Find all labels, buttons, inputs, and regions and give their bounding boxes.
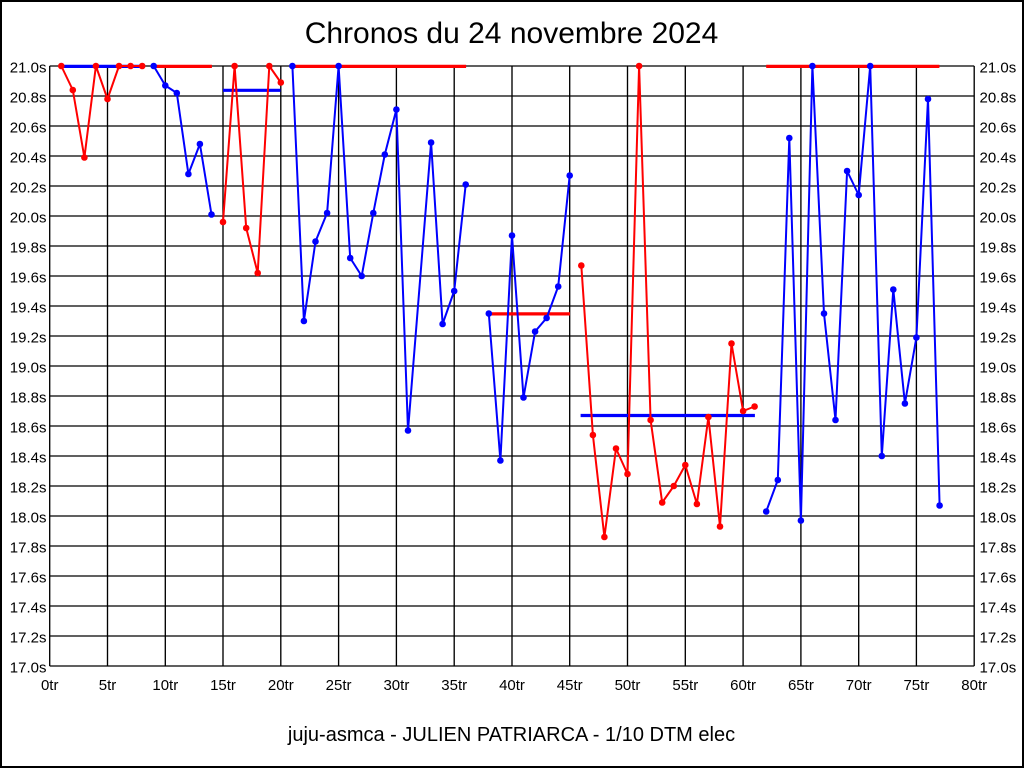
svg-text:18.6s: 18.6s [10,419,47,436]
svg-text:5tr: 5tr [99,677,117,694]
svg-text:19.0s: 19.0s [980,359,1017,376]
svg-text:20.8s: 20.8s [10,89,47,106]
svg-text:17.2s: 17.2s [980,629,1017,646]
svg-text:18.8s: 18.8s [10,389,47,406]
svg-text:18.8s: 18.8s [980,389,1017,406]
svg-text:19.6s: 19.6s [980,269,1017,286]
svg-text:18.0s: 18.0s [980,509,1017,526]
svg-text:17.8s: 17.8s [10,539,47,556]
svg-text:19.4s: 19.4s [10,299,47,316]
svg-text:19.8s: 19.8s [980,239,1017,256]
svg-text:60tr: 60tr [730,677,756,694]
svg-text:65tr: 65tr [788,677,814,694]
svg-text:25tr: 25tr [326,677,352,694]
svg-text:17.4s: 17.4s [980,599,1017,616]
svg-text:20.6s: 20.6s [980,119,1017,136]
svg-text:19.2s: 19.2s [980,329,1017,346]
svg-text:17.0s: 17.0s [10,659,47,676]
svg-text:20tr: 20tr [268,677,294,694]
svg-text:juju-asmca - JULIEN PATRIARCA: juju-asmca - JULIEN PATRIARCA - 1/10 DTM… [287,724,735,746]
svg-text:18.4s: 18.4s [980,449,1017,466]
svg-text:17.6s: 17.6s [10,569,47,586]
svg-text:55tr: 55tr [672,677,698,694]
svg-text:45tr: 45tr [557,677,583,694]
svg-text:20.0s: 20.0s [10,209,47,226]
svg-text:17.6s: 17.6s [980,569,1017,586]
svg-text:17.8s: 17.8s [980,539,1017,556]
svg-text:17.2s: 17.2s [10,629,47,646]
svg-text:20.0s: 20.0s [980,209,1017,226]
svg-text:70tr: 70tr [846,677,872,694]
svg-text:15tr: 15tr [210,677,236,694]
svg-text:19.2s: 19.2s [10,329,47,346]
svg-text:20.8s: 20.8s [980,89,1017,106]
svg-text:30tr: 30tr [383,677,409,694]
svg-text:20.6s: 20.6s [10,119,47,136]
svg-text:18.4s: 18.4s [10,449,47,466]
svg-text:19.0s: 19.0s [10,359,47,376]
svg-text:17.0s: 17.0s [980,659,1017,676]
svg-text:20.2s: 20.2s [980,179,1017,196]
svg-text:18.2s: 18.2s [10,479,47,496]
svg-text:50tr: 50tr [615,677,641,694]
svg-text:0tr: 0tr [41,677,59,694]
svg-text:80tr: 80tr [961,677,987,694]
svg-text:18.2s: 18.2s [980,479,1017,496]
svg-text:35tr: 35tr [441,677,467,694]
svg-text:10tr: 10tr [152,677,178,694]
svg-text:19.6s: 19.6s [10,269,47,286]
svg-text:20.4s: 20.4s [10,149,47,166]
svg-text:19.4s: 19.4s [980,299,1017,316]
svg-text:18.6s: 18.6s [980,419,1017,436]
svg-text:Chronos du 24 novembre 2024: Chronos du 24 novembre 2024 [305,17,719,50]
svg-text:21.0s: 21.0s [10,59,47,76]
svg-text:40tr: 40tr [499,677,525,694]
svg-text:21.0s: 21.0s [980,59,1017,76]
svg-text:20.2s: 20.2s [10,179,47,196]
svg-text:18.0s: 18.0s [10,509,47,526]
svg-text:19.8s: 19.8s [10,239,47,256]
svg-text:17.4s: 17.4s [10,599,47,616]
svg-text:75tr: 75tr [903,677,929,694]
svg-text:20.4s: 20.4s [980,149,1017,166]
